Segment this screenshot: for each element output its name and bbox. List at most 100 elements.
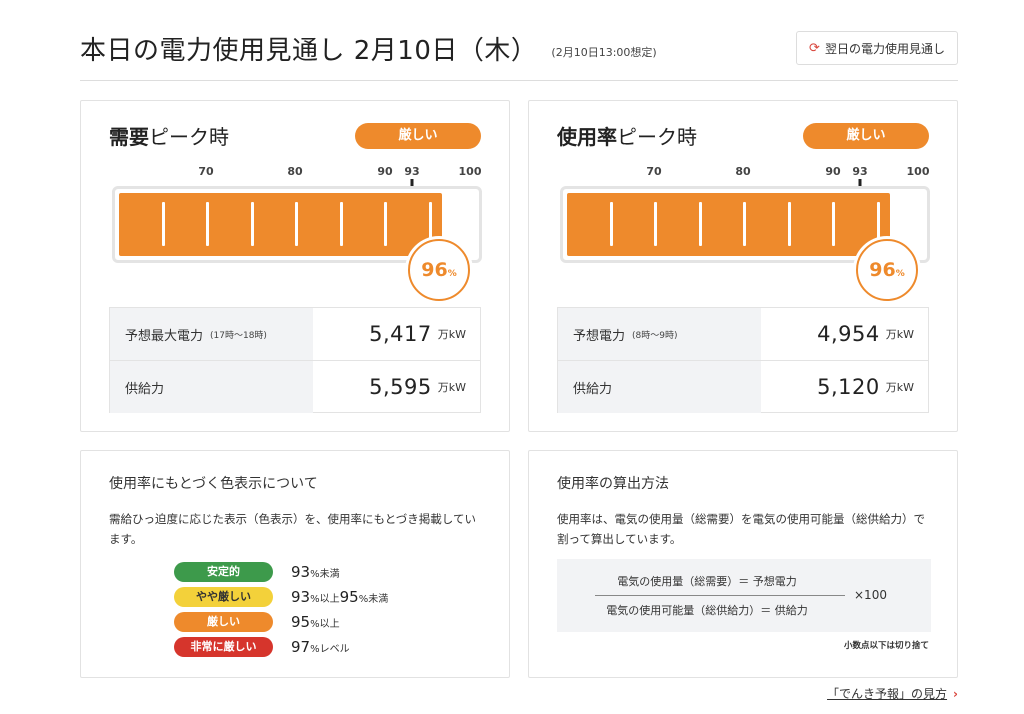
scale-label-90: 90	[825, 165, 841, 178]
legend-badge-very-tight: 非常に厳しい	[174, 637, 273, 657]
scale-label-100: 100	[906, 165, 930, 178]
page-header: 本日の電力使用見通し 2月10日（木） (2月10日13:00想定) ⟳ 翌日の電…	[80, 28, 958, 81]
row-value-number: 5,417	[369, 322, 432, 346]
gauge-divider	[340, 202, 343, 246]
table-row: 供給力 5,120 万kW	[558, 361, 928, 413]
how-to-read-forecast-label: 「でんき予報」の見方	[827, 687, 948, 701]
formula-box: 電気の使用量（総需要）＝ 予想電力 電気の使用可能量（総供給力）＝ 供給力 ×1…	[557, 559, 931, 632]
threshold-93-tick	[410, 179, 414, 187]
legend-number: 93	[291, 563, 311, 581]
demand-usage-percent: 96	[421, 259, 448, 281]
scale-label-80: 80	[287, 165, 303, 178]
color-legend-description: 需給ひっ迫度に応じた表示（色表示）を、使用率にもとづき掲載しています。	[109, 512, 476, 546]
legend-number: 95	[339, 588, 359, 606]
usage-rate-gauge-fill	[567, 193, 891, 256]
row-label-text: 予想最大電力	[125, 328, 204, 344]
chevron-right-icon: ›	[953, 687, 958, 701]
formula-fraction-line	[595, 595, 845, 596]
usage-rate-percent-bubble: 96%	[856, 239, 918, 301]
next-day-forecast-button[interactable]: ⟳ 翌日の電力使用見通し	[796, 31, 958, 65]
demand-status-badge: 厳しい	[355, 123, 481, 149]
gauge-divider	[429, 202, 432, 246]
legend-badge-tight: 厳しい	[174, 612, 273, 632]
page-title: 本日の電力使用見通し 2月10日（木） (2月10日13:00想定)	[80, 30, 657, 67]
formula-denominator: 電気の使用可能量（総供給力）＝ 供給力	[606, 604, 808, 617]
usage-status-badge: 厳しい	[803, 123, 929, 149]
usage-peak-title-bold: 使用率	[557, 125, 617, 149]
row-value-number: 5,595	[369, 375, 432, 399]
usage-rate-peak-card: 使用率ピーク時 厳しい 70 80 90 93 100 96% 予想電力 (8時～…	[528, 100, 958, 432]
demand-peak-title-rest: ピーク時	[149, 125, 229, 149]
demand-peak-card: 需要ピーク時 厳しい 70 80 90 93 100 96% 予想最大電力 (17…	[80, 100, 510, 432]
gauge-divider	[610, 202, 613, 246]
scale-label-70: 70	[198, 165, 214, 178]
row-label: 予想電力 (8時～9時)	[558, 308, 761, 360]
row-value-unit: 万kW	[885, 381, 914, 394]
legend-badge-somewhat-tight: やや厳しい	[174, 587, 273, 607]
row-value: 5,595 万kW	[369, 361, 466, 413]
calc-method-card: 使用率の算出方法 使用率は、電気の使用量（総需要）を電気の使用可能量（総供給力）…	[528, 450, 958, 678]
row-value-number: 4,954	[817, 322, 880, 346]
row-label: 供給力	[110, 361, 313, 413]
gauge-divider	[743, 202, 746, 246]
demand-values-table: 予想最大電力 (17時～18時) 5,417 万kW 供給力 5,595 万kW	[109, 307, 481, 413]
row-label-text: 供給力	[125, 381, 165, 397]
row-value: 5,120 万kW	[817, 361, 914, 413]
row-value-unit: 万kW	[437, 381, 466, 394]
gauge-divider	[384, 202, 387, 246]
refresh-icon: ⟳	[809, 40, 820, 56]
demand-usage-gauge-fill	[119, 193, 443, 256]
row-value-number: 5,120	[817, 375, 880, 399]
scale-label-93: 93	[404, 165, 420, 178]
calc-method-description: 使用率は、電気の使用量（総需要）を電気の使用可能量（総供給力）で割って算出してい…	[557, 512, 925, 546]
legend-value: 93%以上95%未満	[291, 587, 388, 610]
table-row: 予想最大電力 (17時～18時) 5,417 万kW	[110, 308, 480, 361]
how-to-read-forecast-link[interactable]: 「でんき予報」の見方 ›	[827, 685, 958, 702]
page-title-text: 本日の電力使用見通し 2月10日（木）	[80, 36, 538, 66]
legend-badge-stable: 安定的	[174, 562, 273, 582]
row-value-unit: 万kW	[885, 328, 914, 341]
legend-unit: %未満	[310, 569, 340, 580]
scale-label-100: 100	[458, 165, 482, 178]
row-label: 予想最大電力 (17時～18時)	[110, 308, 313, 360]
legend-value: 97%レベル	[291, 637, 350, 660]
threshold-93-tick	[858, 179, 862, 187]
gauge-divider	[699, 202, 702, 246]
usage-peak-title: 使用率ピーク時	[557, 121, 697, 150]
gauge-divider	[162, 202, 165, 246]
gauge-divider	[832, 202, 835, 246]
row-label-time: (17時～18時)	[210, 330, 267, 341]
legend-value: 95%以上	[291, 612, 340, 635]
row-label: 供給力	[558, 361, 761, 413]
calc-method-title: 使用率の算出方法	[557, 476, 669, 492]
percent-unit: %	[895, 268, 905, 279]
demand-peak-title-bold: 需要	[109, 125, 149, 149]
usage-values-table: 予想電力 (8時～9時) 4,954 万kW 供給力 5,120 万kW	[557, 307, 929, 413]
next-day-forecast-label: 翌日の電力使用見通し	[824, 41, 945, 56]
gauge-divider	[295, 202, 298, 246]
percent-unit: %	[447, 268, 457, 279]
scale-label-90: 90	[377, 165, 393, 178]
table-row: 予想電力 (8時～9時) 4,954 万kW	[558, 308, 928, 361]
row-value: 4,954 万kW	[817, 308, 914, 360]
table-row: 供給力 5,595 万kW	[110, 361, 480, 413]
scale-label-80: 80	[735, 165, 751, 178]
row-value-unit: 万kW	[437, 328, 466, 341]
scale-label-70: 70	[646, 165, 662, 178]
formula-multiplier: ×100	[854, 588, 887, 602]
gauge-divider	[654, 202, 657, 246]
legend-unit: %未満	[358, 594, 389, 605]
demand-usage-percent-bubble: 96%	[408, 239, 470, 301]
row-label-time: (8時～9時)	[632, 330, 678, 341]
formula-numerator: 電気の使用量（総需要）＝ 予想電力	[617, 575, 797, 588]
forecast-time-note: (2月10日13:00想定)	[551, 45, 657, 59]
usage-rate-percent: 96	[869, 259, 896, 281]
legend-value: 93%未満	[291, 562, 340, 585]
legend-number: 95	[291, 613, 311, 631]
demand-peak-title: 需要ピーク時	[109, 121, 229, 150]
color-legend-title: 使用率にもとづく色表示について	[109, 476, 318, 492]
gauge-divider	[877, 202, 880, 246]
color-legend-card: 使用率にもとづく色表示について 需給ひっ迫度に応じた表示（色表示）を、使用率にも…	[80, 450, 510, 678]
row-label-text: 供給力	[573, 381, 613, 397]
gauge-divider	[206, 202, 209, 246]
